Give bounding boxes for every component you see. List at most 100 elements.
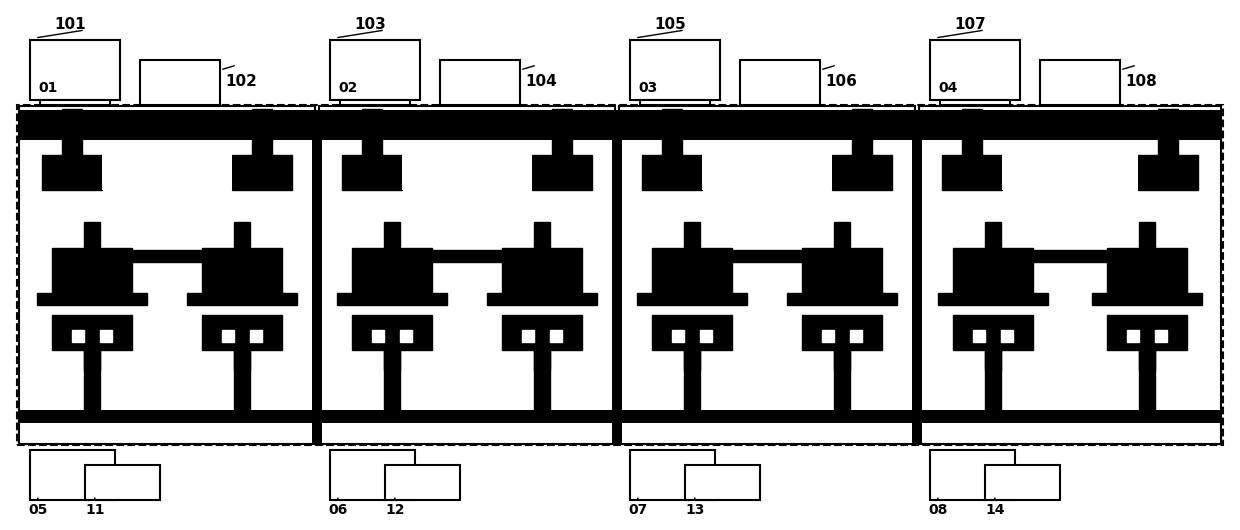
Bar (802, 248, 882, 293)
Bar (337, 293, 446, 305)
Bar (502, 248, 582, 293)
Bar (937, 293, 1048, 305)
Bar (954, 315, 1033, 350)
Bar (84, 350, 100, 410)
Bar (17, 105, 1223, 445)
Bar (42, 155, 102, 190)
Bar (140, 60, 219, 105)
Bar (234, 222, 250, 248)
Bar (342, 155, 402, 190)
Bar (502, 315, 582, 350)
Bar (613, 140, 622, 444)
Bar (312, 140, 322, 444)
Bar (1107, 315, 1187, 350)
Text: 11: 11 (86, 503, 104, 517)
Text: 05: 05 (29, 503, 47, 517)
Text: 08: 08 (928, 503, 947, 517)
Bar (919, 140, 1221, 187)
Bar (662, 109, 682, 155)
Bar (684, 465, 760, 500)
Bar (384, 250, 551, 262)
Bar (702, 155, 832, 190)
Bar (802, 315, 882, 350)
Bar (1127, 330, 1140, 342)
Bar (340, 100, 410, 105)
Bar (1154, 330, 1167, 342)
Bar (384, 222, 401, 248)
Bar (619, 140, 915, 187)
Bar (19, 140, 315, 187)
Text: 03: 03 (639, 81, 657, 95)
Bar (384, 350, 401, 410)
Bar (985, 350, 1001, 370)
Text: 103: 103 (355, 17, 386, 32)
Bar (440, 60, 520, 105)
Bar (252, 109, 272, 155)
Bar (619, 187, 915, 222)
Bar (401, 330, 412, 342)
Bar (652, 315, 732, 350)
Bar (640, 100, 711, 105)
Bar (84, 222, 100, 248)
Bar (637, 293, 746, 305)
Bar (740, 60, 820, 105)
Bar (684, 350, 701, 410)
Bar (534, 350, 551, 370)
Bar (930, 450, 1016, 500)
Text: 106: 106 (825, 75, 857, 90)
Bar (187, 293, 298, 305)
Text: 13: 13 (684, 503, 704, 517)
Bar (402, 155, 532, 190)
Bar (849, 330, 862, 342)
Bar (330, 450, 415, 500)
Bar (352, 248, 432, 293)
Bar (1002, 155, 1138, 190)
Bar (84, 250, 250, 262)
Bar (234, 350, 250, 370)
Bar (40, 100, 110, 105)
Text: 04: 04 (937, 81, 957, 95)
Bar (362, 109, 382, 155)
Bar (911, 140, 923, 444)
Text: 02: 02 (339, 81, 357, 95)
Bar (919, 106, 1221, 444)
Bar (30, 450, 115, 500)
Bar (1092, 293, 1202, 305)
Bar (522, 330, 534, 342)
Bar (100, 330, 112, 342)
Bar (352, 315, 432, 350)
Bar (319, 106, 615, 444)
Bar (962, 109, 982, 155)
Bar (642, 155, 702, 190)
Bar (37, 293, 148, 305)
Bar (532, 155, 591, 190)
Bar (1107, 248, 1187, 293)
Bar (1140, 350, 1154, 370)
Bar (985, 350, 1001, 410)
Bar (852, 109, 872, 155)
Bar (630, 40, 720, 100)
Bar (619, 106, 915, 444)
Text: 02: 02 (332, 123, 351, 137)
Bar (832, 155, 892, 190)
Bar (1140, 350, 1154, 410)
Bar (835, 222, 849, 248)
Bar (973, 330, 985, 342)
Bar (62, 109, 82, 155)
Text: 102: 102 (224, 75, 257, 90)
Bar (52, 248, 131, 293)
Bar (1158, 109, 1178, 155)
Text: 12: 12 (384, 503, 404, 517)
Bar (102, 155, 232, 190)
Bar (86, 465, 160, 500)
Bar (319, 140, 615, 187)
Bar (202, 248, 281, 293)
Text: 108: 108 (1125, 75, 1157, 90)
Bar (822, 330, 835, 342)
Text: 104: 104 (525, 75, 557, 90)
Bar (954, 248, 1033, 293)
Bar (19, 410, 1221, 423)
Bar (985, 250, 1154, 262)
Bar (330, 40, 420, 100)
Bar (940, 100, 1011, 105)
